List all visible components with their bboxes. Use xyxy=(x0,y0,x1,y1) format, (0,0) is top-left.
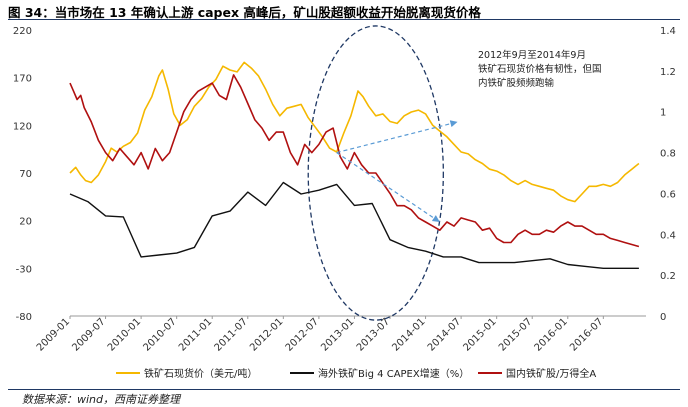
x-tick-label: 2014-07 xyxy=(426,316,463,353)
legend-label: 国内铁矿股/万得全A xyxy=(506,367,596,380)
capex-growth-line xyxy=(69,181,639,269)
data-source: 数据来源：wind，西南证券整理 xyxy=(22,393,181,406)
x-tick-label: 2011-01 xyxy=(177,316,214,353)
y-right-tick-label: 1 xyxy=(660,108,666,119)
source-divider xyxy=(8,389,680,390)
x-tick-label: 2013-01 xyxy=(319,316,356,353)
x-tick-label: 2010-01 xyxy=(106,316,143,353)
highlight-ellipse xyxy=(307,25,444,321)
y-left-tick-label: 70 xyxy=(19,169,32,180)
x-tick-label: 2010-07 xyxy=(141,316,178,353)
annotation-line: 2012年9月至2014年9月 xyxy=(478,49,586,61)
y-right-tick-label: 1.4 xyxy=(660,26,676,37)
title-divider xyxy=(8,19,680,20)
y-right-tick-label: 0.8 xyxy=(660,149,676,160)
y-right-tick-label: 1.2 xyxy=(660,67,676,78)
x-tick-label: 2012-07 xyxy=(284,316,321,353)
y-right-tick-label: 0 xyxy=(660,312,666,323)
figure-title: 图 34：当市场在 13 年确认上游 capex 高峰后，矿山股超额收益开始脱离… xyxy=(8,5,481,20)
x-tick-label: 2012-01 xyxy=(248,316,285,353)
x-tick-label: 2015-07 xyxy=(497,316,534,353)
x-tick-label: 2014-01 xyxy=(390,316,427,353)
y-right-tick-label: 0.6 xyxy=(660,189,676,200)
annotation-line: 铁矿石现货价格有韧性，但国 xyxy=(478,63,602,75)
y-left-tick-label: 220 xyxy=(13,26,32,37)
y-left-tick-label: 120 xyxy=(13,121,32,132)
y-left-tick-label: 20 xyxy=(19,217,32,228)
trend-arrow xyxy=(336,120,458,154)
ore-price-line xyxy=(69,61,640,203)
x-tick-label: 2015-01 xyxy=(461,316,498,353)
x-tick-label: 2009-01 xyxy=(35,316,72,353)
annotation-line: 内铁矿股频频跑输 xyxy=(478,77,555,89)
x-tick-label: 2013-07 xyxy=(355,316,392,353)
x-tick-label: 2009-07 xyxy=(70,316,107,353)
y-left-tick-label: 170 xyxy=(13,74,32,85)
mining-stock-ratio-line xyxy=(69,74,640,248)
y-right-tick-label: 0.4 xyxy=(660,230,676,241)
y-right-tick-label: 0.2 xyxy=(660,271,676,282)
legend-label: 铁矿石现货价（美元/吨） xyxy=(144,367,257,380)
x-tick-label: 2016-01 xyxy=(533,316,570,353)
y-left-tick-label: -30 xyxy=(16,264,32,275)
y-left-tick-label: -80 xyxy=(16,312,32,323)
legend-label: 海外铁矿Big 4 CAPEX增速（%） xyxy=(318,367,469,380)
x-tick-label: 2016-07 xyxy=(568,316,605,353)
x-tick-label: 2011-07 xyxy=(213,316,250,353)
trend-arrow xyxy=(336,152,441,223)
chart: 220 170 120 70 20 -30 -80 1.4 1.2 1 0.8 0.6 0.4 0.2 0… xyxy=(13,25,676,380)
